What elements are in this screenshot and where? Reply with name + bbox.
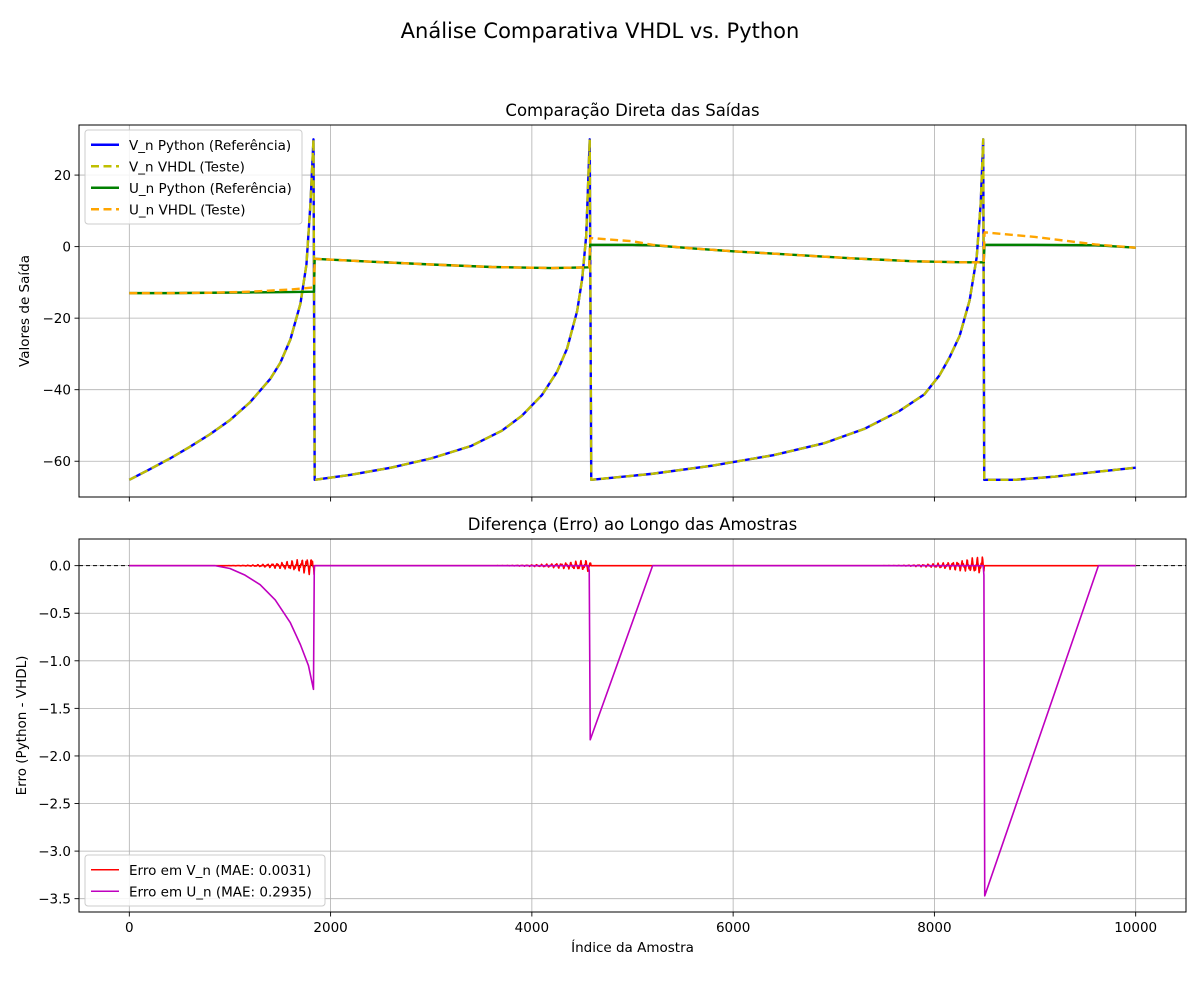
y-tick-label: −3.5 — [38, 892, 71, 908]
axes-frame — [78, 538, 1187, 913]
legend-label: U_n VHDL (Teste) — [129, 202, 246, 218]
y-tick-label: −40 — [43, 383, 72, 399]
series-line-1 — [129, 564, 1136, 897]
x-tick-label: 8000 — [917, 920, 951, 936]
legend: Erro em V_n (MAE: 0.0031) Erro em U_n (MA… — [84, 854, 326, 907]
axes-frame — [78, 124, 1187, 498]
y-tick-label: −1.0 — [38, 654, 71, 670]
x-tick-label: 6000 — [716, 920, 750, 936]
legend-label: V_n VHDL (Teste) — [129, 159, 245, 175]
top-axes: Comparação Direta das Saídas −60 −40 −20 0 20… — [17, 101, 1187, 502]
x-tick-label: 10000 — [1114, 920, 1157, 936]
legend-label: Erro em U_n (MAE: 0.2935) — [129, 884, 312, 900]
y-tick-label: 0 — [62, 240, 71, 256]
plot-area — [79, 556, 1186, 897]
series-line-2 — [129, 243, 1136, 295]
y-tick-label: −20 — [43, 311, 72, 327]
legend-frame — [84, 129, 303, 225]
x-tick-label: 0 — [125, 920, 134, 936]
plot-area — [128, 138, 1136, 482]
x-tick-label: 4000 — [515, 920, 549, 936]
legend-label: U_n Python (Referência) — [129, 181, 292, 197]
y-tick-label: −60 — [43, 454, 72, 470]
series-line-3 — [129, 231, 1136, 295]
x-axis-label: Índice da Amostra — [571, 939, 694, 956]
y-tick-label: 20 — [54, 168, 71, 184]
axes-title: Diferença (Erro) ao Longo das Amostras — [468, 515, 797, 534]
y-tick-label: −2.0 — [38, 749, 71, 765]
legend-frame — [84, 854, 326, 907]
y-tick-label: −3.0 — [38, 844, 71, 860]
x-tick-label: 2000 — [313, 920, 347, 936]
series-line-1 — [128, 138, 1136, 482]
y-tick-label: −0.5 — [38, 606, 71, 622]
y-tick-label: −2.5 — [38, 797, 71, 813]
figure-suptitle: Análise Comparativa VHDL vs. Python — [401, 19, 800, 43]
legend: V_n Python (Referência) V_n VHDL (Teste) U… — [84, 129, 303, 225]
series-line-0 — [128, 556, 1137, 576]
y-axis-label: Erro (Python - VHDL) — [14, 656, 30, 796]
axes-title: Comparação Direta das Saídas — [505, 101, 759, 120]
y-axis-label: Valores de Saída — [17, 255, 33, 367]
bottom-axes: Diferença (Erro) ao Longo das Amostras 0 2… — [14, 515, 1187, 956]
y-tick-label: −1.5 — [38, 701, 71, 717]
legend-label: V_n Python (Referência) — [129, 138, 291, 154]
y-tick-label: 0.0 — [50, 559, 71, 575]
legend-label: Erro em V_n (MAE: 0.0031) — [129, 863, 311, 879]
